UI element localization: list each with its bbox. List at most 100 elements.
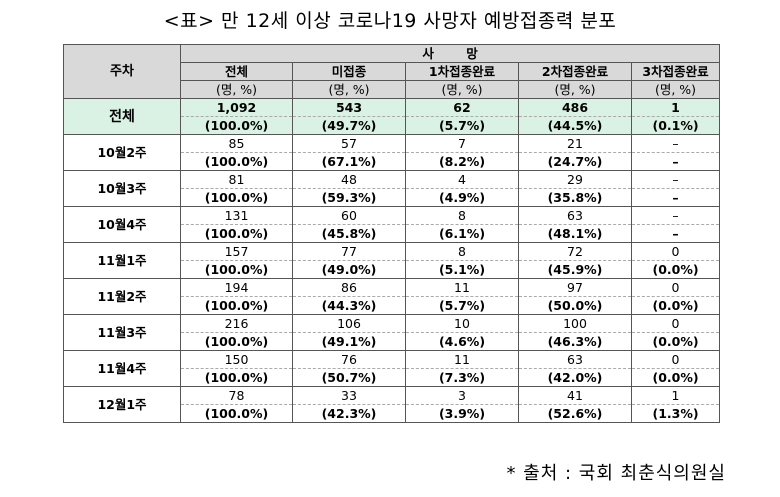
count-cell: 216 xyxy=(180,314,293,333)
column-header-dose1: 1차접종완료 xyxy=(405,62,519,81)
column-header-total: 전체 xyxy=(180,62,293,81)
vaccination-death-table: 주차 사 망 전체 미접종 1차접종완료 2차접종완료 3차접종완료 (명, %… xyxy=(63,44,721,423)
count-cell: 486 xyxy=(518,98,632,117)
week-cell: 11월4주 xyxy=(63,350,181,387)
table-row: (100.0%) (49.7%) (5.7%) (44.5%) (0.1%) xyxy=(63,116,721,135)
percent-cell: (5.7%) xyxy=(405,296,519,315)
count-cell: 106 xyxy=(292,314,406,333)
count-cell: 77 xyxy=(292,242,406,261)
week-cell: 전체 xyxy=(63,98,181,135)
percent-cell: (49.1%) xyxy=(292,332,406,351)
column-header-dose2: 2차접종완료 xyxy=(518,62,632,81)
count-cell: 57 xyxy=(292,134,406,153)
percent-cell: (3.9%) xyxy=(405,404,519,423)
percent-cell: (49.0%) xyxy=(292,260,406,279)
count-cell: 63 xyxy=(518,350,632,369)
percent-cell: (100.0%) xyxy=(180,296,293,315)
count-cell: 86 xyxy=(292,278,406,297)
count-cell: 72 xyxy=(518,242,632,261)
week-cell: 12월1주 xyxy=(63,386,181,423)
percent-cell: (59.3%) xyxy=(292,188,406,207)
percent-cell: (0.1%) xyxy=(630,116,721,135)
percent-cell: (44.5%) xyxy=(518,116,632,135)
week-cell: 10월2주 xyxy=(63,134,181,171)
count-cell: 76 xyxy=(292,350,406,369)
percent-cell: (100.0%) xyxy=(180,404,293,423)
count-cell: 29 xyxy=(518,170,632,189)
percent-cell: (100.0%) xyxy=(180,224,293,243)
count-cell: 157 xyxy=(180,242,293,261)
percent-cell: (42.0%) xyxy=(518,368,632,387)
count-cell: 81 xyxy=(180,170,293,189)
percent-cell: (45.8%) xyxy=(292,224,406,243)
percent-cell: (4.9%) xyxy=(405,188,519,207)
table-title: <표> 만 12세 이상 코로나19 사망자 예방접종력 분포 xyxy=(163,10,617,32)
percent-cell: (50.7%) xyxy=(292,368,406,387)
count-cell: 100 xyxy=(518,314,632,333)
count-cell: 131 xyxy=(180,206,293,225)
count-cell: 0 xyxy=(630,314,721,333)
week-cell: 10월4주 xyxy=(63,206,181,243)
unit-label: (명, %) xyxy=(630,80,721,99)
count-cell: 97 xyxy=(518,278,632,297)
count-cell: 78 xyxy=(180,386,293,405)
table-row: (100.0%) (42.3%) (3.9%) (52.6%) (1.3%) xyxy=(64,404,721,423)
source-note: * 출처 : 국회 최춘식의원실 xyxy=(506,463,726,484)
percent-cell: (8.2%) xyxy=(405,152,519,171)
unit-label: (명, %) xyxy=(292,80,406,99)
week-cell: 11월3주 xyxy=(63,314,181,351)
percent-cell: (50.0%) xyxy=(518,296,632,315)
count-cell: 1 xyxy=(630,98,721,117)
percent-cell: (35.8%) xyxy=(518,188,632,207)
count-cell: 33 xyxy=(292,386,406,405)
count-cell: 48 xyxy=(292,170,406,189)
unit-label: (명, %) xyxy=(180,80,293,99)
count-cell: – xyxy=(630,170,721,189)
table-row: (100.0%) (50.7%) (7.3%) (42.0%) (0.0%) xyxy=(64,368,721,387)
column-header-dose3: 3차접종완료 xyxy=(630,62,721,81)
count-cell: 0 xyxy=(630,278,721,297)
week-cell: 11월1주 xyxy=(63,242,181,279)
percent-cell: (45.9%) xyxy=(518,260,632,279)
percent-cell: (100.0%) xyxy=(180,368,293,387)
percent-cell: (0.0%) xyxy=(630,332,721,351)
percent-cell: (100.0%) xyxy=(180,188,293,207)
percent-cell: (52.6%) xyxy=(518,404,632,423)
table-row: (100.0%) (49.0%) (5.1%) (45.9%) (0.0%) xyxy=(64,260,721,279)
count-cell: 41 xyxy=(518,386,632,405)
percent-cell: (1.3%) xyxy=(630,404,721,423)
count-cell: 4 xyxy=(405,170,519,189)
week-cell: 11월2주 xyxy=(63,278,181,315)
table-row: 10월2주 85 57 7 21– xyxy=(63,134,721,171)
percent-cell: (0.0%) xyxy=(630,260,721,279)
percent-cell: (44.3%) xyxy=(292,296,406,315)
percent-cell: (0.0%) xyxy=(630,296,721,315)
percent-cell: (7.3%) xyxy=(405,368,519,387)
table-row: 10월3주 81 48 4 29– xyxy=(63,170,721,207)
table-row: 10월4주 131 60 8 63– xyxy=(63,206,721,243)
count-cell: 62 xyxy=(405,98,519,117)
week-column-header: 주차 xyxy=(63,44,181,99)
table-row: 11월4주 150 76 11 63 0 xyxy=(63,350,721,387)
count-cell: 150 xyxy=(180,350,293,369)
percent-cell: (5.1%) xyxy=(405,260,519,279)
table-row: 전체 1,092 543 62 486 1 xyxy=(63,98,721,135)
count-cell: – xyxy=(630,206,721,225)
percent-cell: (0.0%) xyxy=(630,368,721,387)
count-cell: 0 xyxy=(630,350,721,369)
count-cell: 11 xyxy=(405,350,519,369)
count-cell: 7 xyxy=(405,134,519,153)
count-cell: 60 xyxy=(292,206,406,225)
column-header-unvaccinated: 미접종 xyxy=(292,62,406,81)
percent-cell: (46.3%) xyxy=(518,332,632,351)
table-row: 12월1주 78 33 3 41 1 xyxy=(63,386,721,423)
percent-cell: (67.1%) xyxy=(292,152,406,171)
percent-cell: (5.7%) xyxy=(405,116,519,135)
unit-label: (명, %) xyxy=(405,80,519,99)
count-cell: 8 xyxy=(405,206,519,225)
percent-cell: (100.0%) xyxy=(180,152,293,171)
percent-cell: (42.3%) xyxy=(292,404,406,423)
death-group-header: 사 망 xyxy=(179,44,721,63)
count-cell: 11 xyxy=(405,278,519,297)
count-cell: 63 xyxy=(518,206,632,225)
